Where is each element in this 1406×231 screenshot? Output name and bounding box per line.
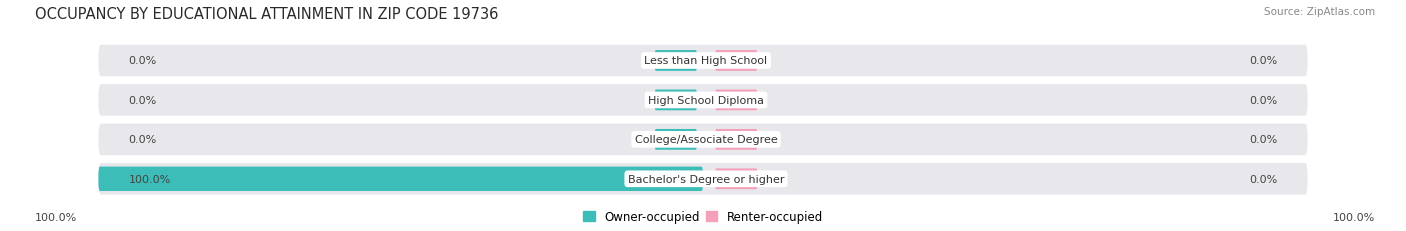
Text: Source: ZipAtlas.com: Source: ZipAtlas.com [1264, 7, 1375, 17]
FancyBboxPatch shape [655, 90, 697, 111]
Text: 100.0%: 100.0% [129, 174, 172, 184]
FancyBboxPatch shape [655, 51, 697, 72]
Text: 0.0%: 0.0% [129, 95, 157, 106]
Text: 0.0%: 0.0% [1249, 95, 1278, 106]
Text: 0.0%: 0.0% [1249, 135, 1278, 145]
Text: 100.0%: 100.0% [1333, 212, 1375, 222]
FancyBboxPatch shape [655, 129, 697, 150]
Text: Bachelor's Degree or higher: Bachelor's Degree or higher [627, 174, 785, 184]
Text: Less than High School: Less than High School [644, 56, 768, 66]
Text: 0.0%: 0.0% [129, 56, 157, 66]
Text: 0.0%: 0.0% [1249, 174, 1278, 184]
FancyBboxPatch shape [98, 124, 1308, 155]
FancyBboxPatch shape [98, 46, 1308, 77]
FancyBboxPatch shape [98, 167, 703, 191]
FancyBboxPatch shape [98, 163, 1308, 195]
FancyBboxPatch shape [716, 169, 758, 189]
FancyBboxPatch shape [716, 51, 758, 72]
FancyBboxPatch shape [655, 169, 697, 189]
Text: 0.0%: 0.0% [129, 135, 157, 145]
Text: College/Associate Degree: College/Associate Degree [634, 135, 778, 145]
Text: 100.0%: 100.0% [35, 212, 77, 222]
Text: OCCUPANCY BY EDUCATIONAL ATTAINMENT IN ZIP CODE 19736: OCCUPANCY BY EDUCATIONAL ATTAINMENT IN Z… [35, 7, 499, 22]
FancyBboxPatch shape [716, 129, 758, 150]
FancyBboxPatch shape [98, 85, 1308, 116]
Legend: Owner-occupied, Renter-occupied: Owner-occupied, Renter-occupied [583, 210, 823, 223]
FancyBboxPatch shape [716, 90, 758, 111]
Text: 0.0%: 0.0% [1249, 56, 1278, 66]
Text: High School Diploma: High School Diploma [648, 95, 763, 106]
